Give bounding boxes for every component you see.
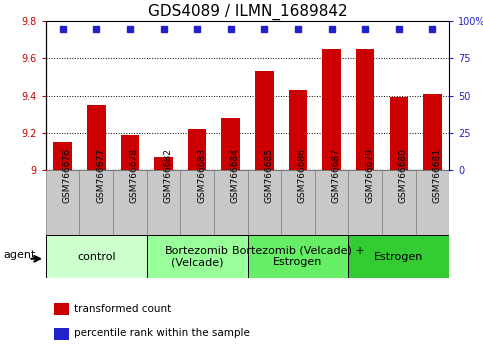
Bar	[289, 90, 307, 170]
Text: GSM766677: GSM766677	[96, 148, 105, 202]
Bar	[147, 235, 248, 278]
Bar	[281, 170, 315, 235]
Bar	[322, 49, 341, 170]
Text: GSM766681: GSM766681	[432, 148, 441, 202]
Text: GSM766680: GSM766680	[399, 148, 408, 202]
Text: control: control	[77, 252, 115, 262]
Bar	[248, 235, 348, 278]
Text: Bortezomib
(Velcade): Bortezomib (Velcade)	[165, 246, 229, 268]
Bar	[315, 170, 348, 235]
Bar	[348, 235, 449, 278]
Bar	[348, 170, 382, 235]
Bar	[87, 105, 106, 170]
Bar	[121, 135, 139, 170]
Bar	[389, 97, 408, 170]
Text: GSM766679: GSM766679	[365, 148, 374, 202]
Text: GSM766682: GSM766682	[164, 148, 172, 202]
Bar	[147, 170, 180, 235]
Bar	[54, 303, 69, 315]
Bar	[356, 49, 374, 170]
Text: Bortezomib (Velcade) +
Estrogen: Bortezomib (Velcade) + Estrogen	[231, 246, 364, 268]
Title: GDS4089 / ILMN_1689842: GDS4089 / ILMN_1689842	[148, 4, 347, 20]
Bar	[180, 170, 214, 235]
Bar	[222, 118, 240, 170]
Text: GSM766678: GSM766678	[130, 148, 139, 202]
Bar	[423, 94, 441, 170]
Text: GSM766684: GSM766684	[231, 148, 240, 202]
Bar	[415, 170, 449, 235]
Bar	[80, 170, 113, 235]
Bar	[382, 170, 415, 235]
Bar	[214, 170, 247, 235]
Text: GSM766685: GSM766685	[264, 148, 273, 202]
Bar	[46, 235, 147, 278]
Text: GSM766683: GSM766683	[197, 148, 206, 202]
Bar	[46, 170, 80, 235]
Text: GSM766686: GSM766686	[298, 148, 307, 202]
Bar	[154, 157, 173, 170]
Bar	[54, 142, 72, 170]
Text: transformed count: transformed count	[74, 303, 172, 314]
Bar	[113, 170, 147, 235]
Text: GSM766687: GSM766687	[331, 148, 341, 202]
Text: Estrogen: Estrogen	[374, 252, 424, 262]
Bar	[248, 170, 281, 235]
Text: agent: agent	[4, 250, 36, 259]
Text: GSM766676: GSM766676	[63, 148, 71, 202]
Bar	[255, 72, 273, 170]
Bar	[188, 129, 206, 170]
Text: percentile rank within the sample: percentile rank within the sample	[74, 329, 250, 338]
Bar	[54, 328, 69, 340]
